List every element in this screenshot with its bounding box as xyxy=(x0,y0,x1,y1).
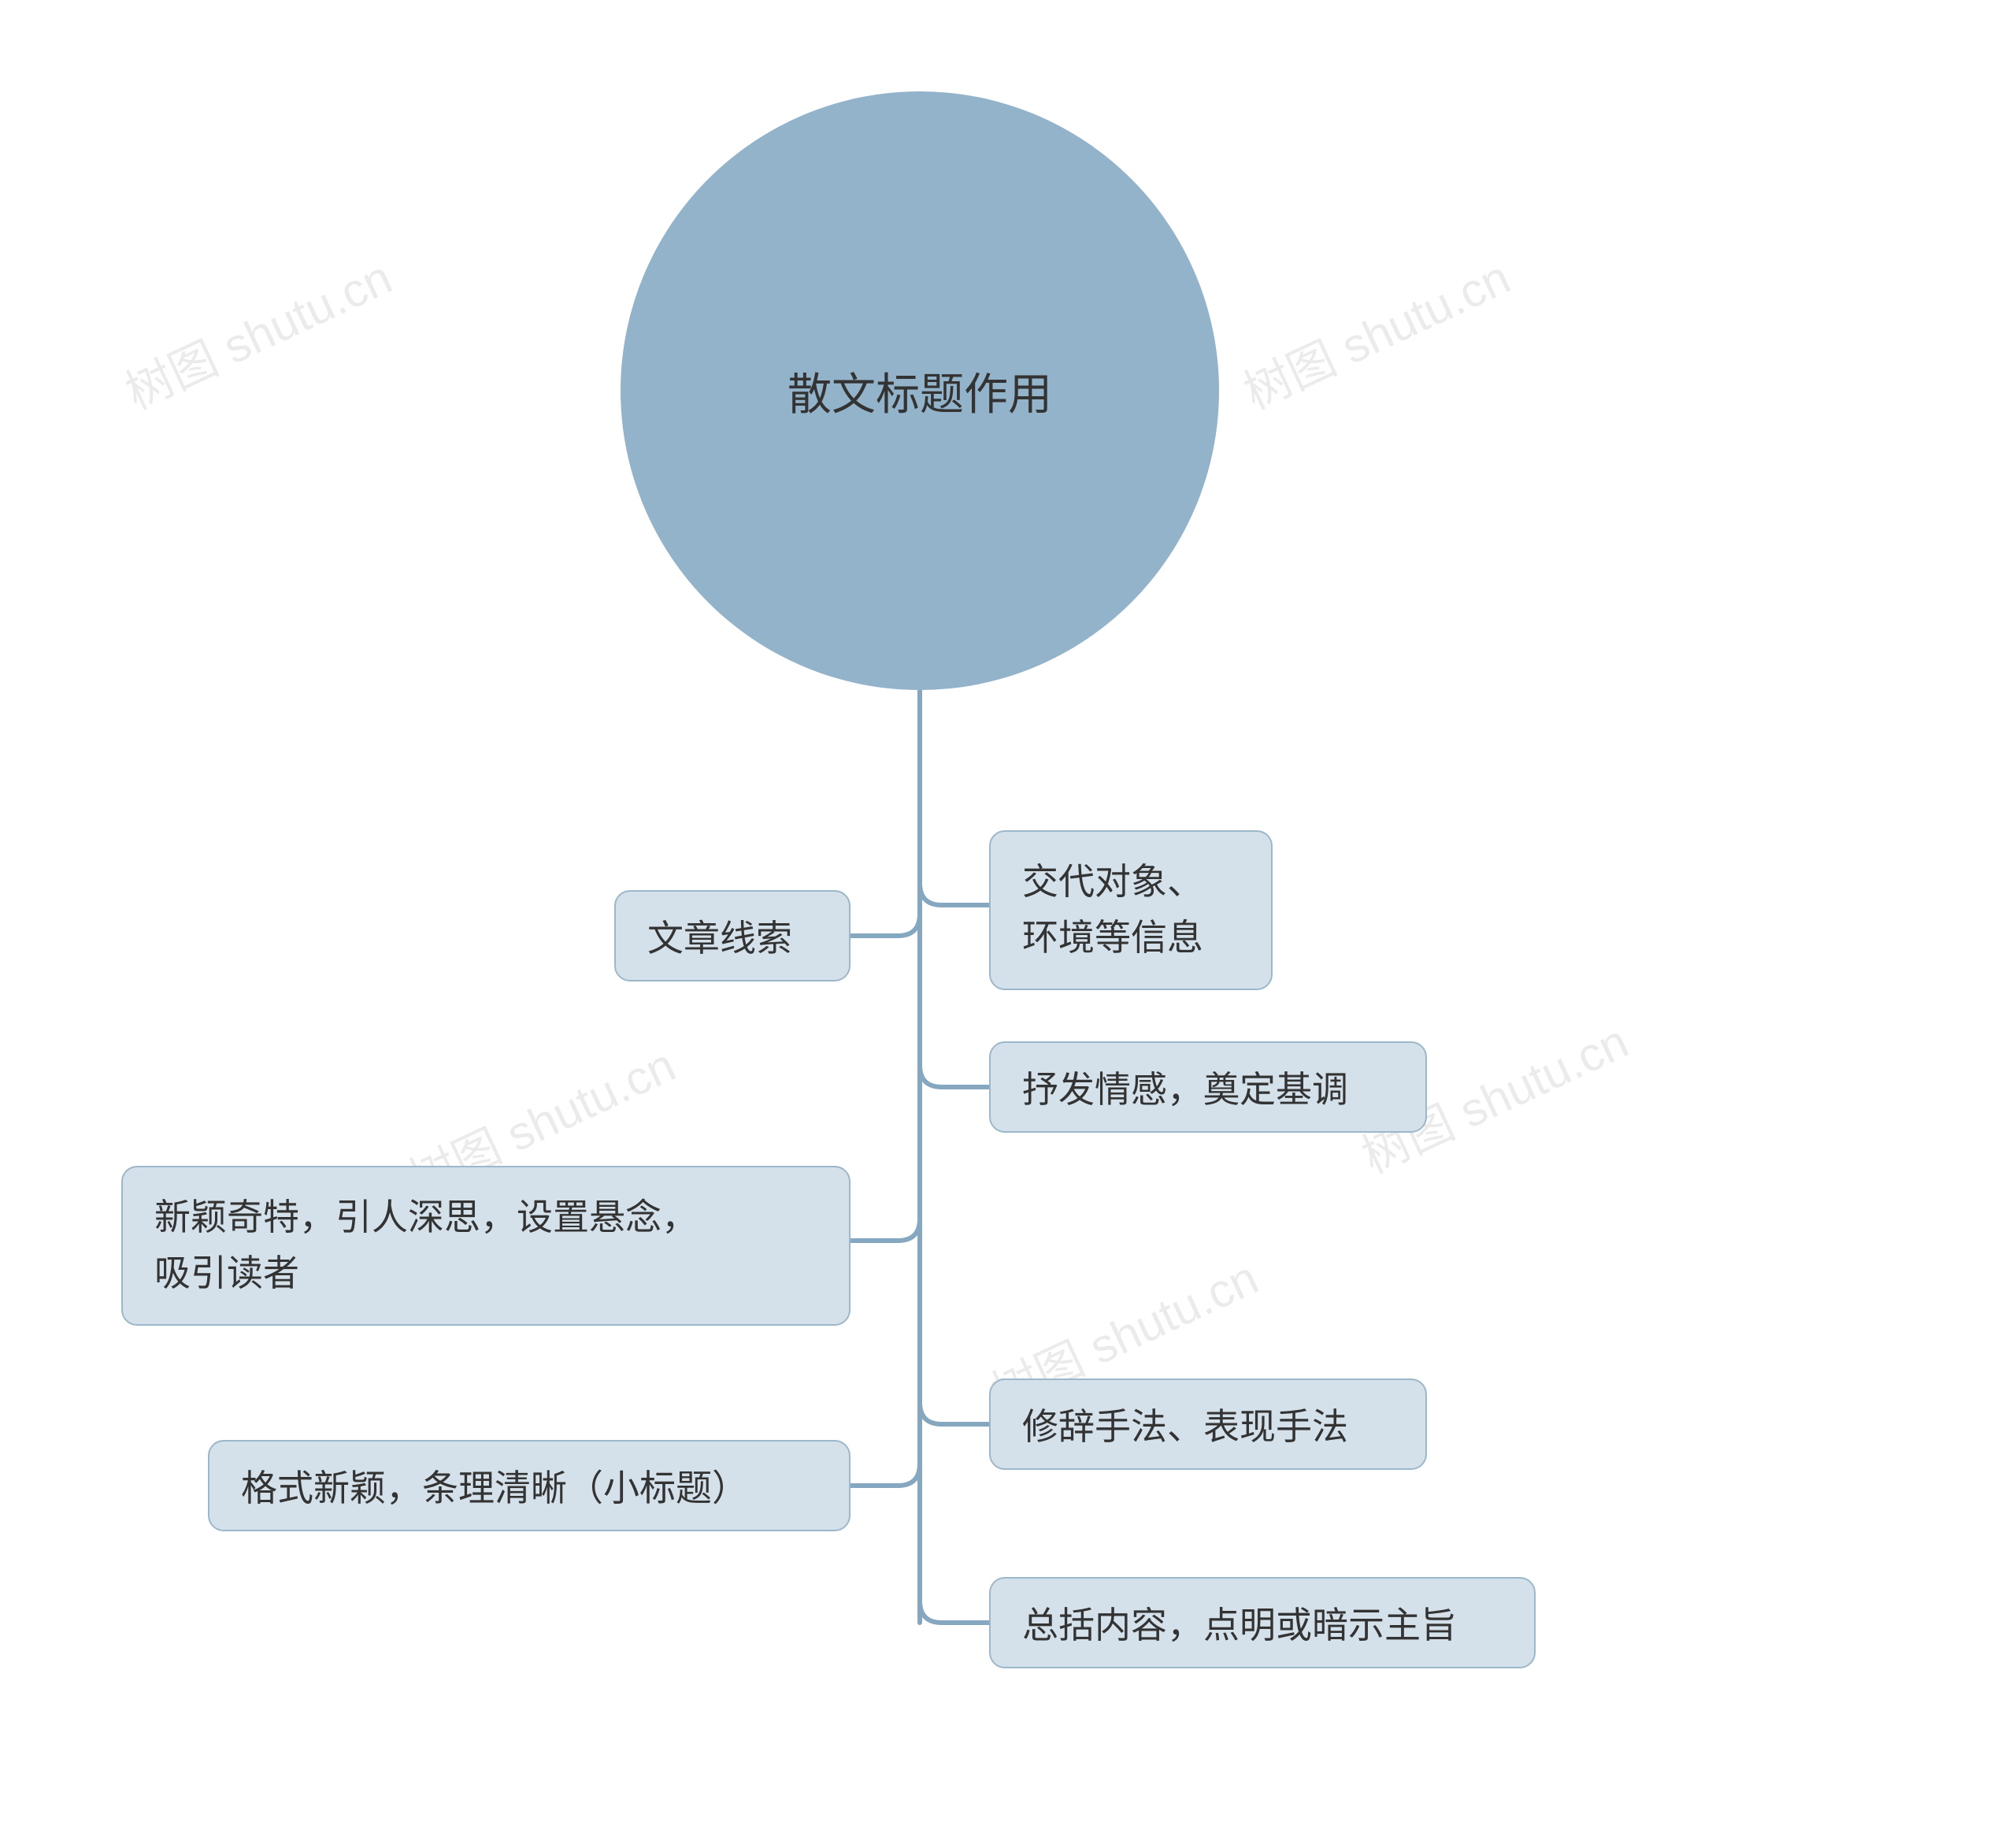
child-node: 文章线索 xyxy=(614,890,850,981)
root-label: 散文标题作用 xyxy=(788,359,1052,423)
node-line: 文章线索 xyxy=(647,910,792,962)
node-line: 环境等信息 xyxy=(1022,910,1203,966)
child-node: 抒发情感，奠定基调 xyxy=(989,1041,1427,1133)
node-line: 新颖奇特，引人深思，设置悬念， xyxy=(154,1189,698,1245)
child-node: 交代对象、环境等信息 xyxy=(989,830,1273,990)
child-node: 总括内容，点明或暗示主旨 xyxy=(989,1577,1536,1668)
node-line: 格式新颖，条理清晰（小标题） xyxy=(241,1460,748,1512)
diagram-canvas: 树图 shutu.cn树图 shutu.cn树图 shutu.cn树图 shut… xyxy=(0,0,2016,1833)
watermark: 树图 shutu.cn xyxy=(113,240,401,423)
child-node: 格式新颖，条理清晰（小标题） xyxy=(208,1440,850,1531)
node-line: 修辞手法、表现手法 xyxy=(1022,1398,1348,1450)
node-line: 总括内容，点明或暗示主旨 xyxy=(1022,1597,1457,1649)
node-line: 交代对象、 xyxy=(1022,854,1203,910)
child-node: 修辞手法、表现手法 xyxy=(989,1378,1427,1470)
root-node: 散文标题作用 xyxy=(621,91,1219,690)
node-line: 抒发情感，奠定基调 xyxy=(1022,1061,1348,1113)
watermark: 树图 shutu.cn xyxy=(1231,240,1519,423)
child-node: 新颖奇特，引人深思，设置悬念，吸引读者 xyxy=(121,1166,850,1326)
node-line: 吸引读者 xyxy=(154,1245,698,1301)
